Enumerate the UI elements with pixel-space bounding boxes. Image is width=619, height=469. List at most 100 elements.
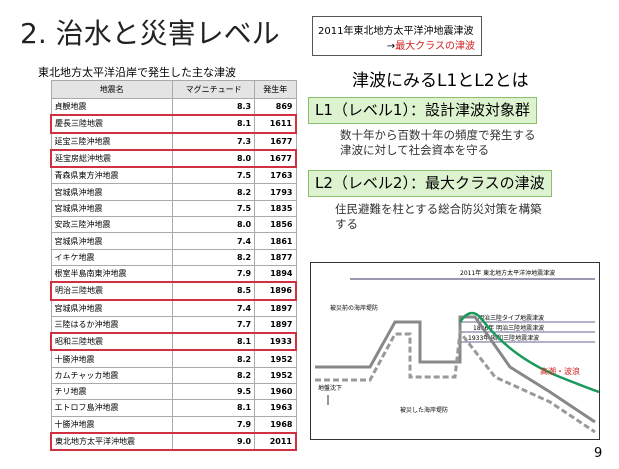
name-cell: イキケ地震 bbox=[50, 248, 174, 266]
l2-title: L2（レベル2）：最大クラスの津波 bbox=[308, 170, 552, 197]
number-cell: 1960 bbox=[254, 383, 297, 401]
number-cell: 8.1 bbox=[172, 114, 256, 134]
number-cell: 8.0 bbox=[172, 216, 256, 234]
table-row: 青森県東方沖地震 7.5 1763 bbox=[50, 166, 297, 185]
name-cell: 青森県東方沖地震 bbox=[50, 166, 174, 185]
number-cell: 1793 bbox=[254, 183, 297, 201]
l1-line: 津波に対して社会資本を守る bbox=[340, 143, 490, 157]
l2-line: 住民避難を柱とする総合防災対策を構築 bbox=[335, 202, 542, 216]
number-cell: 1894 bbox=[254, 264, 297, 283]
callout-box: 2011年東北地方太平洋沖地震津波 →最大クラスの津波 bbox=[312, 16, 482, 56]
number-cell: 869 bbox=[254, 98, 297, 116]
damaged-levee-label: 被災した海岸堤防 bbox=[400, 406, 448, 414]
name-cell: 東北地方太平洋沖地震 bbox=[50, 431, 174, 452]
earthquake-table: 地震名 マグニチュード 発生年 貞観地震 8.3 869 慶長三陸地震 8.1 1611 延宝三陸… bbox=[50, 80, 298, 452]
name-cell: 十勝沖地震 bbox=[50, 415, 174, 434]
number-cell: 8.2 bbox=[172, 349, 256, 368]
l1-title: L1（レベル1）：設計津波対象群 bbox=[308, 97, 537, 124]
name-cell: 根室半島南東沖地震 bbox=[50, 264, 174, 283]
number-cell: 8.1 bbox=[172, 332, 256, 352]
number-cell: 1952 bbox=[254, 366, 297, 385]
number-cell: 1963 bbox=[254, 399, 297, 417]
table-row: 宮城県沖地震 7.4 1861 bbox=[50, 232, 297, 250]
callout-arrow: → bbox=[386, 41, 396, 52]
l1-text: 数十年から百数十年の頻度で発生する 津波に対して社会資本を守る bbox=[340, 128, 536, 158]
callout-line1: 2011年東北地方太平洋沖地震津波 bbox=[318, 26, 474, 37]
number-cell: 1763 bbox=[254, 166, 297, 185]
name-cell: エトロフ島沖地震 bbox=[50, 399, 174, 417]
subsided-profile bbox=[315, 328, 596, 434]
name-cell: 延宝房総沖地震 bbox=[50, 148, 174, 169]
number-cell: 8.5 bbox=[172, 281, 256, 301]
number-cell: 8.2 bbox=[172, 366, 256, 385]
number-cell: 7.4 bbox=[172, 299, 256, 317]
subsidence-label: 地盤沈下 bbox=[318, 384, 342, 392]
number-cell: 7.3 bbox=[172, 132, 256, 151]
header-row: 地震名 マグニチュード 発生年 bbox=[50, 80, 297, 99]
level-label: 1896年 明治三陸地震津波 bbox=[473, 324, 544, 332]
table-row: 貞観地震 8.3 869 bbox=[50, 98, 297, 116]
name-cell: 延宝三陸沖地震 bbox=[50, 132, 174, 151]
number-cell: 9.5 bbox=[172, 383, 256, 401]
table-row: 宮城県沖地震 8.2 1793 bbox=[50, 183, 297, 201]
name-cell: 慶長三陸地震 bbox=[50, 114, 174, 134]
table-row: 十勝沖地震 7.9 1968 bbox=[50, 415, 297, 434]
table-row: 東北地方太平洋沖地震 9.0 2011 bbox=[50, 431, 298, 452]
number-cell: 7.9 bbox=[172, 415, 256, 434]
number-cell: 1896 bbox=[254, 281, 298, 301]
callout-line2: 最大クラスの津波 bbox=[395, 41, 475, 52]
table-row: 延宝房総沖地震 8.0 1677 bbox=[50, 148, 298, 169]
number-cell: 1968 bbox=[254, 415, 297, 434]
level-label: 1933年 昭和三陸地震津波 bbox=[468, 334, 539, 342]
number-cell: 1933 bbox=[254, 332, 298, 352]
page-number: 9 bbox=[594, 446, 603, 461]
table-row: 安政三陸沖地震 8.0 1856 bbox=[50, 216, 297, 234]
number-cell: 8.1 bbox=[172, 399, 256, 417]
number-cell: 1952 bbox=[254, 349, 297, 368]
ground-profile bbox=[315, 315, 596, 424]
name-cell: 宮城県沖地震 bbox=[50, 199, 174, 218]
l1-line: 数十年から百数十年の頻度で発生する bbox=[340, 128, 536, 142]
number-cell: 1677 bbox=[254, 148, 298, 169]
number-cell: 1897 bbox=[254, 299, 297, 317]
top-label: 2011年 東北地方太平洋沖地震津波 bbox=[460, 269, 555, 277]
table-row: 慶長三陸地震 8.1 1611 bbox=[50, 114, 298, 134]
number-cell: 8.0 bbox=[172, 148, 256, 169]
table-caption: 東北地方太平洋沿岸で発生した主な津波 bbox=[38, 66, 236, 79]
number-cell: 7.4 bbox=[172, 232, 256, 250]
name-cell: 宮城県沖地震 bbox=[50, 232, 174, 250]
table-row: 根室半島南東沖地震 7.9 1894 bbox=[50, 264, 297, 283]
table-row: 宮城県沖地震 7.5 1835 bbox=[50, 199, 297, 218]
slide-title: 2. 治水と災害レベル bbox=[20, 12, 280, 52]
number-cell: 1835 bbox=[254, 199, 297, 218]
diagram-frame bbox=[310, 262, 600, 440]
table-row: 明治三陸地震 8.5 1896 bbox=[50, 281, 298, 301]
name-cell: 昭和三陸地震 bbox=[50, 332, 174, 352]
name-cell: カムチャッカ地震 bbox=[50, 366, 174, 385]
number-cell: 7.5 bbox=[172, 199, 256, 218]
number-cell: 7.9 bbox=[172, 264, 256, 283]
name-cell: 宮城県沖地震 bbox=[50, 183, 174, 201]
table-row: 延宝三陸沖地震 7.3 1677 bbox=[50, 132, 297, 151]
name-cell: 宮城県沖地震 bbox=[50, 299, 174, 317]
table-row: イキケ地震 8.2 1877 bbox=[50, 248, 297, 266]
l2-line: する bbox=[335, 217, 358, 231]
table-row: 十勝沖地震 8.2 1952 bbox=[50, 349, 297, 368]
number-cell: 8.2 bbox=[172, 248, 256, 266]
l2-text: 住民避難を柱とする総合防災対策を構築 する bbox=[335, 202, 542, 232]
table-row: 三陸はるか沖地震 7.7 1897 bbox=[50, 315, 297, 334]
before-levee-label: 被災前の海岸堤防 bbox=[330, 304, 378, 312]
number-cell: 8.2 bbox=[172, 183, 256, 201]
name-cell: 明治三陸地震 bbox=[50, 281, 174, 301]
column-header: 発生年 bbox=[254, 80, 297, 99]
tsunami-wave bbox=[458, 311, 600, 394]
column-header: 地震名 bbox=[50, 80, 174, 99]
number-cell: 1856 bbox=[254, 216, 297, 234]
table-row: エトロフ島沖地震 8.1 1963 bbox=[50, 399, 297, 417]
name-cell: 十勝沖地震 bbox=[50, 349, 174, 368]
column-header: マグニチュード bbox=[172, 80, 256, 99]
table-row: カムチャッカ地震 8.2 1952 bbox=[50, 366, 297, 385]
number-cell: 9.0 bbox=[172, 431, 256, 452]
table-row: 昭和三陸地震 8.1 1933 bbox=[50, 332, 298, 352]
title-number: 2. bbox=[20, 17, 47, 50]
